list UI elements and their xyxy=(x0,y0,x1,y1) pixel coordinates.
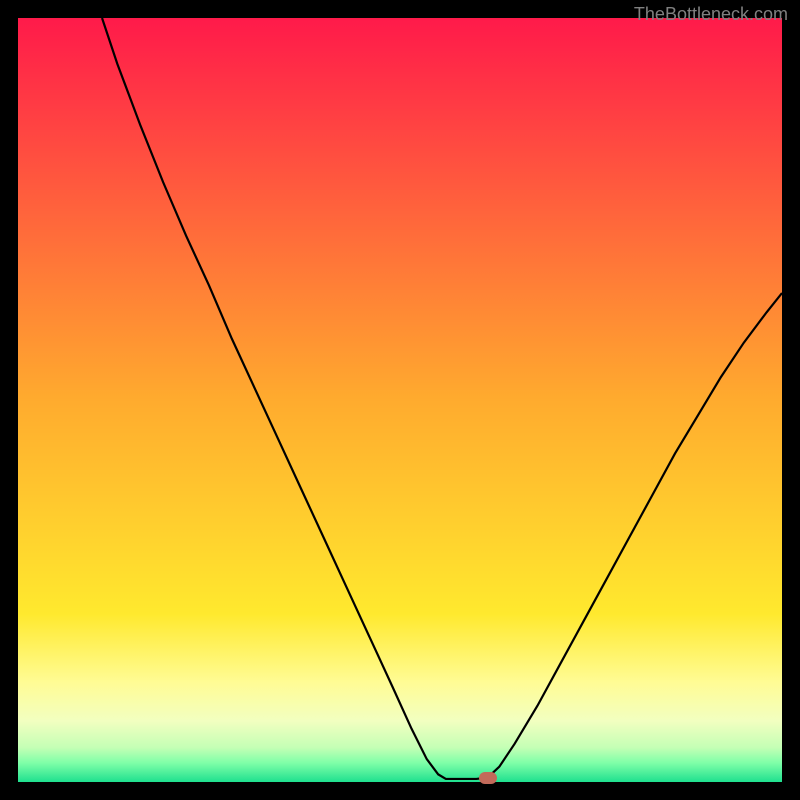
bottleneck-curve xyxy=(18,18,782,782)
curve-path xyxy=(102,18,782,779)
plot-area xyxy=(18,18,782,782)
watermark-text: TheBottleneck.com xyxy=(634,4,788,25)
optimum-marker xyxy=(479,772,497,784)
